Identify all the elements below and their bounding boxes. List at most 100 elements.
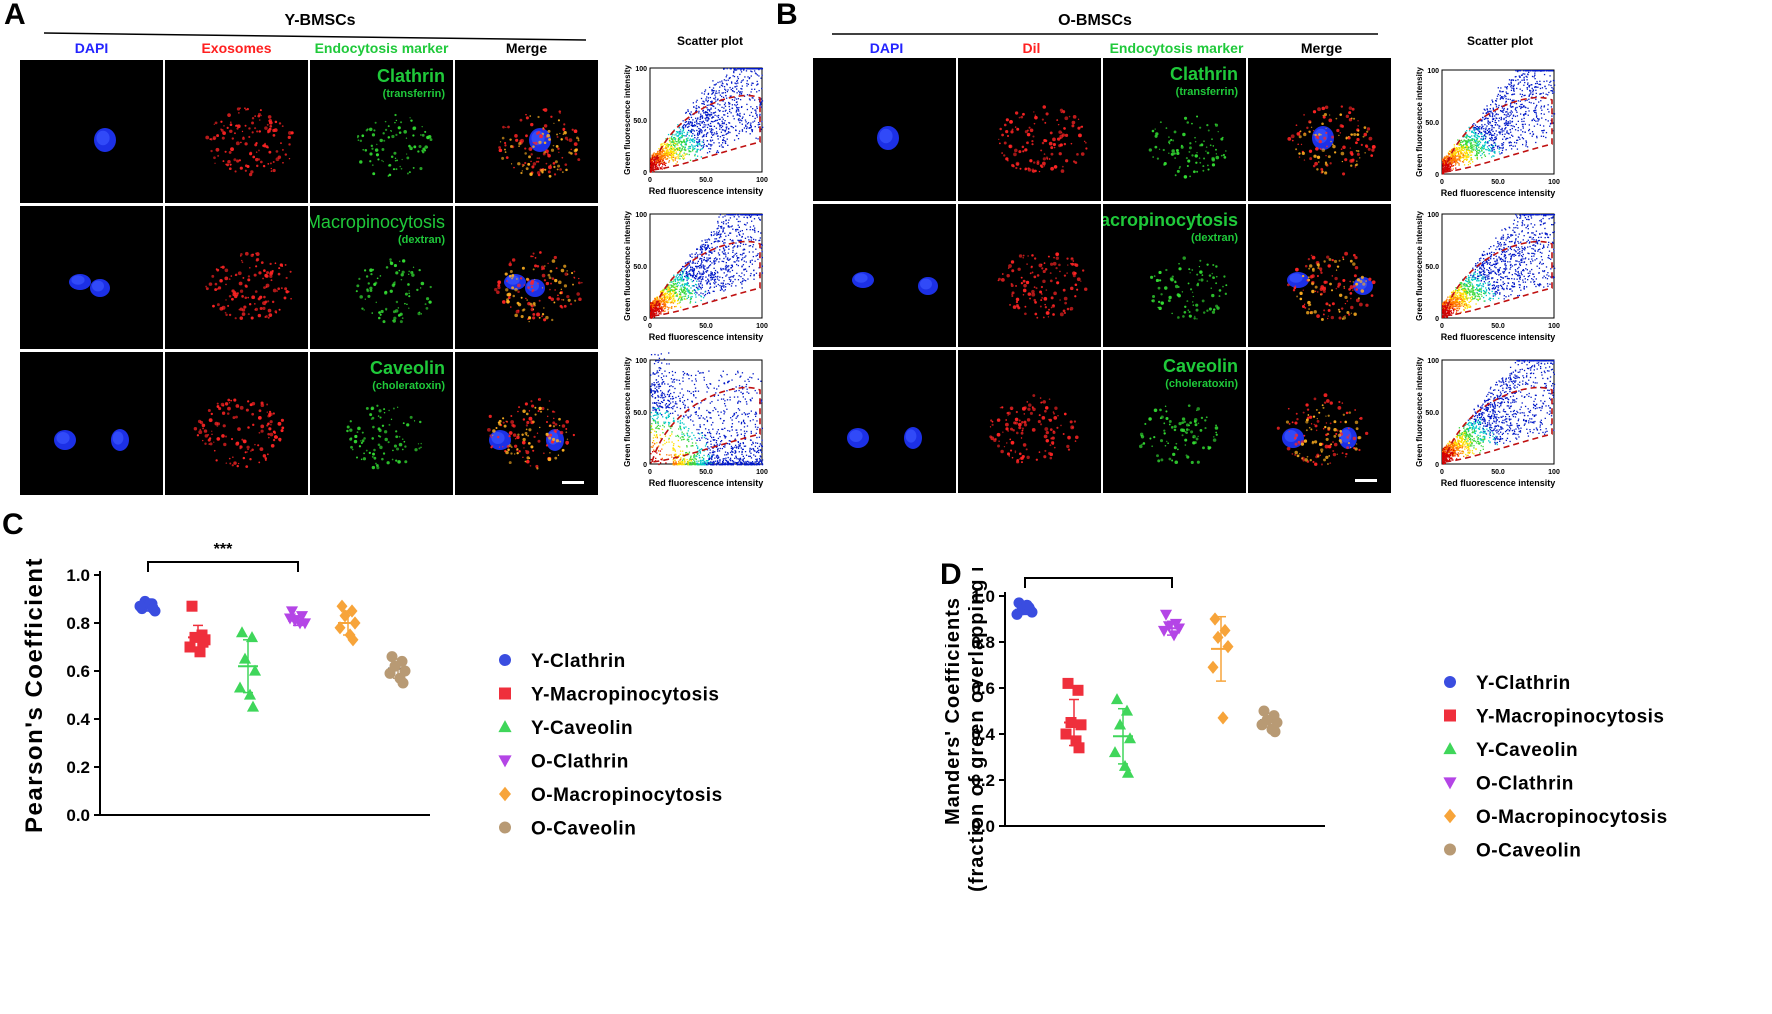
data-point (1121, 766, 1135, 778)
data-point (189, 631, 201, 643)
marker-sublabel: (dextran) (397, 234, 445, 246)
marker-puncta (355, 258, 432, 324)
data-point (1123, 732, 1137, 744)
micrograph-a-r1-red (165, 60, 308, 203)
x-axis-label: Red fluorescence intensity (649, 478, 764, 488)
y-tick-label: 100 (1427, 358, 1439, 365)
data-point (336, 599, 348, 613)
data-point (1024, 604, 1036, 616)
x-tick-label: 100 (1548, 469, 1560, 476)
y-tick-label: 0.4 (971, 725, 995, 744)
x-tick-label: 0 (648, 469, 652, 476)
micrograph-b-r1-merge (1248, 58, 1391, 201)
exosome-puncta (205, 251, 292, 320)
roi-outline (651, 240, 761, 317)
data-point (347, 633, 359, 647)
marker-puncta (356, 113, 433, 177)
marker-label: Clathrin (376, 66, 445, 86)
y-tick-label: 0.6 (971, 679, 995, 698)
legend-marker (1444, 843, 1456, 856)
micrograph-b-r3-red (958, 350, 1101, 493)
exosome-puncta (1286, 251, 1376, 320)
micrograph-b-r1-red (958, 58, 1101, 201)
micrograph-b-r3-merge (1248, 350, 1391, 493)
y-tick-label: 50.0 (633, 118, 647, 125)
data-point (1222, 640, 1234, 654)
marker-label: Caveolin (1162, 356, 1238, 376)
data-point (349, 616, 361, 630)
roi-outline (1443, 386, 1553, 463)
data-point (1113, 718, 1127, 730)
y-tick-label: 0.4 (66, 710, 90, 729)
marker-sublabel: (dextran) (1190, 232, 1238, 244)
y-tick-label: 100 (1427, 68, 1439, 75)
series-o-caveolin (1256, 705, 1283, 738)
marker-sublabel: (transferrin) (382, 88, 445, 100)
micrograph-b-r2-red (958, 204, 1101, 347)
series-o-macropinocytosis (1207, 612, 1234, 725)
legend-label: Y-Macropinocytosis (531, 685, 720, 706)
y-tick-label: 1.0 (66, 566, 90, 585)
data-point (1269, 726, 1281, 738)
marker-puncta (492, 406, 569, 470)
x-tick-label: 0 (1440, 323, 1444, 330)
series-y-clathrin (134, 595, 161, 617)
series-y-macropinocytosis (1060, 677, 1087, 754)
data-point (194, 646, 206, 658)
x-axis-label: Red fluorescence intensity (1441, 188, 1556, 198)
y-axis-label: Green fluorescence intensity (623, 357, 632, 467)
legend-marker (498, 755, 512, 768)
marker-sublabel: (choleratoxin) (372, 380, 445, 392)
y-tick-label: 0.8 (66, 614, 90, 633)
marker-label: Clathrin (1169, 64, 1238, 84)
data-point (1217, 711, 1229, 725)
x-axis-label: Red fluorescence intensity (1441, 332, 1556, 342)
y-tick-label: 0.2 (66, 758, 90, 777)
legend-label: O-Clathrin (1476, 774, 1574, 795)
marker-puncta (346, 404, 422, 470)
column-label-dil: Dil (1022, 40, 1041, 56)
column-label-endocytosis-b: Endocytosis marker (1109, 40, 1244, 56)
y-tick-label: 0.8 (971, 633, 995, 652)
data-point (1062, 677, 1074, 689)
column-label-merge: Merge (505, 40, 548, 56)
colocalization-scatter-3: 00 50.0 50.0 100 100 Red fluorescence intensi… (623, 352, 768, 488)
y-tick-label: 50.0 (1425, 120, 1439, 127)
legend-c: Y-Clathrin Y-Macropinocytosis Y-Caveolin O-… (498, 651, 723, 840)
y-axis-label: Green fluorescence intensity (623, 211, 632, 321)
data-point (197, 636, 209, 648)
y-tick-label: 100 (635, 358, 647, 365)
pixel-cloud (650, 214, 764, 319)
x-tick-label: 100 (756, 323, 768, 330)
legend-item: O-Macropinocytosis (1444, 807, 1667, 828)
data-point (1120, 704, 1134, 716)
group-title-y-bmscs: Y-BMSCs (284, 12, 356, 29)
colocalization-scatter-1: 00 50.0 50.0 100 100 Red fluorescence intensi… (623, 65, 768, 196)
marker-puncta (1148, 115, 1227, 179)
y-tick-label: 0.2 (971, 771, 995, 790)
x-tick-label: 100 (756, 469, 768, 476)
data-point (1065, 717, 1077, 728)
data-point (134, 600, 146, 612)
significance-bracket: *** (1024, 568, 1173, 588)
legend-label: O-Macropinocytosis (531, 785, 723, 806)
data-point (1157, 625, 1171, 637)
significance-label: *** (214, 541, 233, 558)
x-axis-label: Red fluorescence intensity (649, 186, 764, 196)
marker-puncta (499, 115, 580, 178)
legend-marker (1444, 709, 1456, 722)
x-tick-label: 0 (1440, 179, 1444, 186)
pixel-cloud (650, 68, 764, 173)
micrograph-a-r2-merge (455, 206, 598, 349)
data-point (1108, 746, 1122, 758)
micrograph-a-r3-marker: Caveolin (choleratoxin) (310, 352, 453, 495)
y-tick-label: 0 (1435, 462, 1439, 469)
series-o-caveolin (384, 651, 411, 689)
data-point (147, 603, 159, 615)
y-tick-label: 50.0 (1425, 264, 1439, 271)
data-point (1072, 684, 1084, 696)
legend-d: Y-Clathrin Y-Macropinocytosis Y-Caveolin O-… (1443, 673, 1667, 862)
scatter-title-b: Scatter plot (1466, 34, 1533, 48)
marker-label: Caveolin (369, 358, 445, 378)
micrograph-a-r1-merge (455, 60, 598, 203)
